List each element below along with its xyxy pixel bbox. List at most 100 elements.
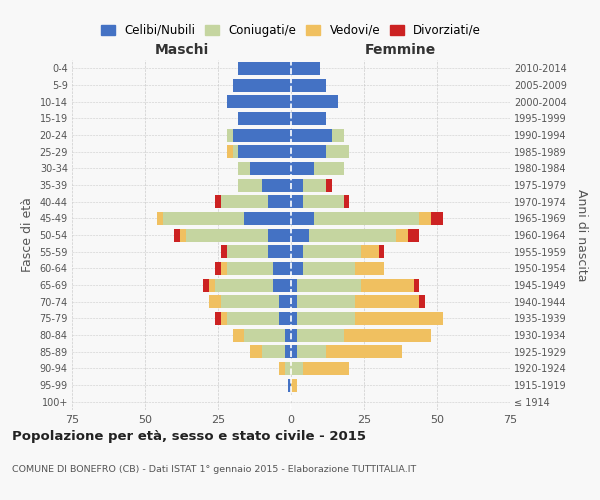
Bar — [379, 245, 385, 258]
Bar — [355, 312, 443, 325]
Bar — [244, 328, 285, 342]
Bar — [268, 228, 291, 241]
Text: COMUNE DI BONEFRO (CB) - Dati ISTAT 1° gennaio 2015 - Elaborazione TUTTITALIA.IT: COMUNE DI BONEFRO (CB) - Dati ISTAT 1° g… — [12, 465, 416, 474]
Bar — [227, 262, 274, 275]
Bar — [262, 178, 291, 192]
Bar — [215, 312, 221, 325]
Bar — [227, 245, 268, 258]
Bar — [221, 262, 227, 275]
Bar — [288, 378, 291, 392]
Bar — [396, 228, 408, 241]
Y-axis label: Fasce di età: Fasce di età — [21, 198, 34, 272]
Bar — [291, 112, 326, 125]
Bar — [238, 112, 291, 125]
Legend: Celibi/Nubili, Coniugati/e, Vedovi/e, Divorziati/e: Celibi/Nubili, Coniugati/e, Vedovi/e, Di… — [97, 20, 485, 40]
Bar — [302, 178, 326, 192]
Bar — [238, 62, 291, 75]
Bar — [355, 295, 419, 308]
Bar — [291, 362, 302, 375]
Y-axis label: Anni di nascita: Anni di nascita — [575, 188, 589, 281]
Bar — [291, 95, 338, 108]
Bar — [314, 212, 419, 225]
Text: Femmine: Femmine — [365, 42, 436, 56]
Text: Maschi: Maschi — [154, 42, 209, 56]
Bar — [250, 345, 262, 358]
Bar — [227, 95, 291, 108]
Bar — [274, 262, 291, 275]
Bar — [221, 295, 280, 308]
Bar — [297, 278, 361, 291]
Bar — [215, 278, 274, 291]
Bar — [355, 262, 385, 275]
Bar — [233, 128, 291, 141]
Bar — [244, 212, 291, 225]
Bar — [291, 278, 297, 291]
Bar — [297, 312, 355, 325]
Bar — [291, 245, 302, 258]
Bar — [221, 195, 268, 208]
Bar — [291, 128, 332, 141]
Bar — [326, 145, 349, 158]
Bar — [302, 262, 355, 275]
Bar — [227, 312, 280, 325]
Bar — [262, 345, 285, 358]
Bar — [227, 128, 233, 141]
Bar — [209, 295, 221, 308]
Bar — [280, 295, 291, 308]
Bar — [297, 345, 326, 358]
Bar — [233, 328, 244, 342]
Bar — [326, 178, 332, 192]
Bar — [280, 362, 285, 375]
Bar — [302, 362, 349, 375]
Bar — [291, 195, 302, 208]
Bar — [221, 312, 227, 325]
Bar — [274, 278, 291, 291]
Bar — [238, 178, 262, 192]
Bar — [361, 245, 379, 258]
Bar — [291, 62, 320, 75]
Bar — [221, 245, 227, 258]
Bar — [233, 145, 238, 158]
Bar — [285, 362, 291, 375]
Bar — [297, 295, 355, 308]
Bar — [419, 295, 425, 308]
Bar — [268, 195, 291, 208]
Text: Popolazione per età, sesso e stato civile - 2015: Popolazione per età, sesso e stato civil… — [12, 430, 366, 443]
Bar — [174, 228, 180, 241]
Bar — [291, 178, 302, 192]
Bar — [163, 212, 244, 225]
Bar — [285, 328, 291, 342]
Bar — [332, 128, 344, 141]
Bar — [291, 328, 297, 342]
Bar — [227, 145, 233, 158]
Bar — [308, 228, 396, 241]
Bar — [238, 145, 291, 158]
Bar — [291, 312, 297, 325]
Bar — [186, 228, 268, 241]
Bar — [297, 328, 344, 342]
Bar — [268, 245, 291, 258]
Bar — [180, 228, 186, 241]
Bar — [157, 212, 163, 225]
Bar — [344, 328, 431, 342]
Bar — [302, 195, 344, 208]
Bar — [431, 212, 443, 225]
Bar — [203, 278, 209, 291]
Bar — [238, 162, 250, 175]
Bar — [285, 345, 291, 358]
Bar — [361, 278, 413, 291]
Bar — [291, 162, 314, 175]
Bar — [291, 228, 308, 241]
Bar — [291, 345, 297, 358]
Bar — [326, 345, 402, 358]
Bar — [419, 212, 431, 225]
Bar — [215, 262, 221, 275]
Bar — [280, 312, 291, 325]
Bar — [233, 78, 291, 92]
Bar — [291, 378, 297, 392]
Bar — [209, 278, 215, 291]
Bar — [302, 245, 361, 258]
Bar — [291, 262, 302, 275]
Bar — [344, 195, 349, 208]
Bar — [291, 295, 297, 308]
